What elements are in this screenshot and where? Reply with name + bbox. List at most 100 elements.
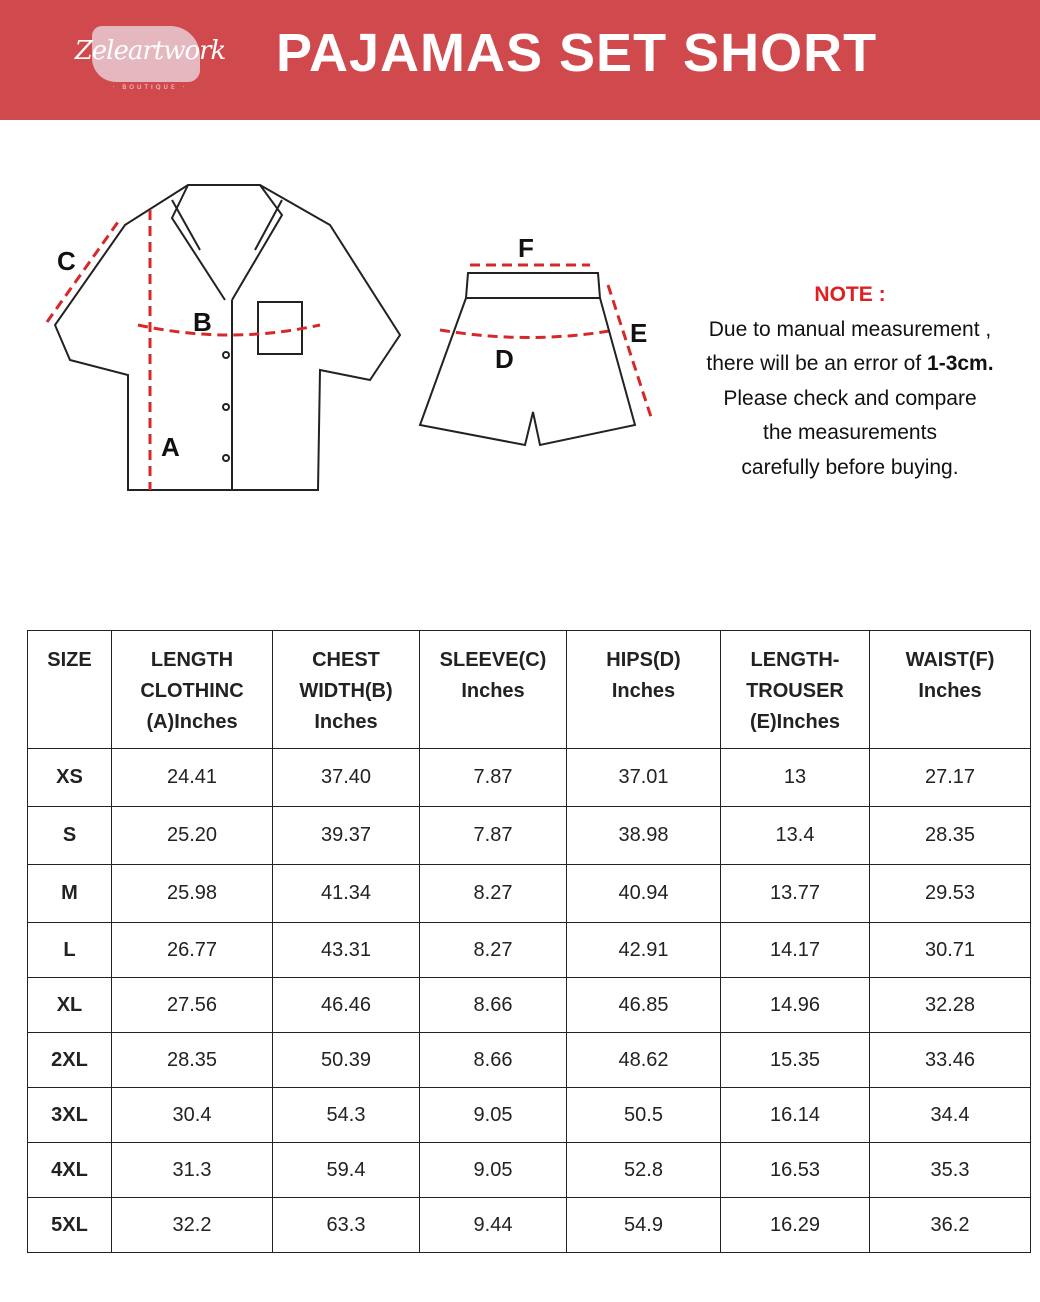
column-header-line: SIZE [47, 649, 92, 671]
measurement-cell: 8.27 [419, 922, 567, 978]
measurement-cell: 39.37 [272, 806, 420, 865]
measurement-cell: 14.96 [720, 977, 870, 1033]
column-header-line: Inches [918, 680, 982, 702]
measurement-cell: 52.8 [566, 1142, 721, 1198]
measure-lines [45, 210, 654, 490]
measurement-cell: 35.3 [869, 1142, 1031, 1198]
measurement-cell: 46.46 [272, 977, 420, 1033]
column-header-line: LENGTH- [750, 649, 840, 671]
column-header-line: SLEEVE(C) [439, 649, 547, 671]
column-header: LENGTH- TROUSER (E)Inches [720, 630, 870, 749]
measurement-cell: 8.66 [419, 977, 567, 1033]
table-row: 4XL 31.3 59.4 9.05 52.8 16.53 35.3 [27, 1142, 1031, 1198]
measurement-cell: 9.05 [419, 1087, 567, 1143]
column-header: LENGTH CLOTHINC (A)Inches [111, 630, 273, 749]
measurement-cell: 30.4 [111, 1087, 273, 1143]
column-header-line: Inches [611, 680, 676, 702]
measurement-cell: 38.98 [566, 806, 721, 865]
column-header-line: (E)Inches [749, 711, 841, 733]
measurement-cell: 16.14 [720, 1087, 870, 1143]
page-title: PAJAMAS SET SHORT [276, 23, 878, 83]
column-header-line: WAIST(F) [905, 649, 995, 671]
size-cell: 3XL [27, 1087, 112, 1143]
header-banner: Zeleartwork · BOUTIQUE · PAJAMAS SET SHO… [0, 0, 1040, 120]
measurement-cell: 8.27 [419, 864, 567, 923]
measurement-cell: 9.44 [419, 1197, 567, 1253]
measurement-cell: 32.2 [111, 1197, 273, 1253]
column-header-line: (A)Inches [146, 711, 238, 733]
size-cell: 5XL [27, 1197, 112, 1253]
table-row: XL 27.56 46.46 8.66 46.85 14.96 32.28 [27, 977, 1031, 1033]
measurement-cell: 27.17 [869, 748, 1031, 807]
table-row: 2XL 28.35 50.39 8.66 48.62 15.35 33.46 [27, 1032, 1031, 1088]
measurement-cell: 41.34 [272, 864, 420, 923]
note-line: there will be an error of 1-3cm. [680, 347, 1020, 382]
size-cell: L [27, 922, 112, 978]
table-row: 5XL 32.2 63.3 9.44 54.9 16.29 36.2 [27, 1197, 1031, 1253]
label-f: F [518, 233, 534, 263]
shorts-illustration [418, 272, 637, 447]
measurement-cell: 7.87 [419, 806, 567, 865]
measurement-cell: 31.3 [111, 1142, 273, 1198]
column-header: WAIST(F) Inches [869, 630, 1031, 749]
measurement-cell: 34.4 [869, 1087, 1031, 1143]
column-header-line: CHEST [312, 649, 380, 671]
table-row: S 25.20 39.37 7.87 38.98 13.4 28.35 [27, 806, 1031, 865]
column-header-line: WIDTH(B) [299, 680, 393, 702]
column-header: CHEST WIDTH(B) Inches [272, 630, 420, 749]
note-error-range: 1-3cm. [927, 352, 994, 375]
measurement-cell: 37.40 [272, 748, 420, 807]
column-header-line: CLOTHINC [140, 680, 244, 702]
note-text: there will be an error of [706, 352, 928, 375]
measurement-note: NOTE : Due to manual measurement , there… [680, 278, 1020, 485]
measurement-cell: 54.9 [566, 1197, 721, 1253]
measurement-cell: 9.05 [419, 1142, 567, 1198]
measurement-cell: 25.98 [111, 864, 273, 923]
label-c: C [57, 246, 76, 276]
column-header: SIZE [27, 630, 112, 749]
measurement-cell: 13.4 [720, 806, 870, 865]
measurement-cell: 46.85 [566, 977, 721, 1033]
measurement-cell: 48.62 [566, 1032, 721, 1088]
table-row: XS 24.41 37.40 7.87 37.01 13 27.17 [27, 748, 1031, 807]
table-row: 3XL 30.4 54.3 9.05 50.5 16.14 34.4 [27, 1087, 1031, 1143]
measurement-cell: 25.20 [111, 806, 273, 865]
label-e: E [630, 318, 647, 348]
measurement-cell: 40.94 [566, 864, 721, 923]
label-d: D [495, 344, 514, 374]
note-heading: NOTE : [814, 283, 886, 306]
measurement-cell: 37.01 [566, 748, 721, 807]
measurement-cell: 26.77 [111, 922, 273, 978]
measurement-cell: 7.87 [419, 748, 567, 807]
garment-diagram: C B A F D E [45, 184, 654, 491]
measurement-cell: 54.3 [272, 1087, 420, 1143]
note-line: Please check and compare [723, 386, 977, 410]
measurement-cell: 36.2 [869, 1197, 1031, 1253]
measurement-cell: 50.39 [272, 1032, 420, 1088]
measurement-cell: 42.91 [566, 922, 721, 978]
size-cell: M [27, 864, 112, 923]
measurement-cell: 33.46 [869, 1032, 1031, 1088]
size-cell: XS [27, 748, 112, 807]
label-b: B [193, 307, 212, 337]
measurement-cell: 28.35 [111, 1032, 273, 1088]
size-cell: 4XL [27, 1142, 112, 1198]
column-header: SLEEVE(C) Inches [419, 630, 567, 749]
column-header: HIPS(D) Inches [566, 630, 721, 749]
measurement-cell: 15.35 [720, 1032, 870, 1088]
table-row: L 26.77 43.31 8.27 42.91 14.17 30.71 [27, 922, 1031, 978]
size-cell: 2XL [27, 1032, 112, 1088]
column-header-line: Inches [314, 711, 378, 733]
measurement-cell: 32.28 [869, 977, 1031, 1033]
measurement-cell: 24.41 [111, 748, 273, 807]
measurement-cell: 8.66 [419, 1032, 567, 1088]
measurement-cell: 16.53 [720, 1142, 870, 1198]
table-header-row: SIZE LENGTH CLOTHINC (A)Inches CHEST WIDTH(B)… [27, 630, 1031, 749]
size-table: SIZE LENGTH CLOTHINC (A)Inches CHEST WIDTH(B)… [27, 630, 1031, 1253]
note-line: Due to manual measurement , [708, 317, 992, 341]
measurement-cell: 13 [720, 748, 870, 807]
size-cell: S [27, 806, 112, 865]
measurement-cell: 27.56 [111, 977, 273, 1033]
measurement-cell: 43.31 [272, 922, 420, 978]
